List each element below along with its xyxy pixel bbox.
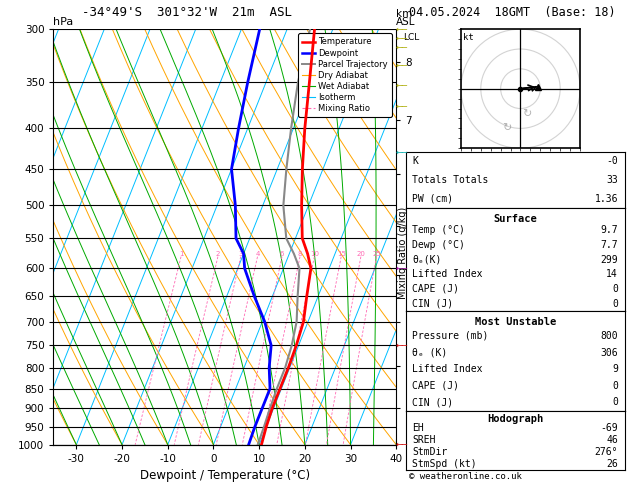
Text: Hodograph: Hodograph	[487, 414, 543, 424]
X-axis label: Dewpoint / Temperature (°C): Dewpoint / Temperature (°C)	[140, 469, 310, 482]
Text: 8: 8	[298, 251, 303, 257]
Text: 276°: 276°	[594, 447, 618, 457]
Text: θₑ (K): θₑ (K)	[412, 347, 447, 358]
Text: LCL: LCL	[403, 34, 420, 42]
Text: Dewp (°C): Dewp (°C)	[412, 240, 465, 250]
Text: 25: 25	[372, 251, 381, 257]
Text: CAPE (J): CAPE (J)	[412, 284, 459, 294]
Text: StmSpd (kt): StmSpd (kt)	[412, 459, 477, 469]
Text: ←─: ←─	[395, 440, 408, 449]
Text: 1: 1	[179, 251, 183, 257]
Text: StmDir: StmDir	[412, 447, 447, 457]
Text: -69: -69	[601, 423, 618, 434]
Text: 6: 6	[280, 251, 284, 257]
Text: 2: 2	[216, 251, 220, 257]
Text: ←─: ←─	[395, 25, 408, 34]
Text: ←─: ←─	[395, 148, 408, 157]
Text: ←─: ←─	[395, 61, 408, 70]
Text: Temp (°C): Temp (°C)	[412, 225, 465, 235]
Text: 0: 0	[612, 284, 618, 294]
Text: ↻: ↻	[522, 109, 531, 120]
Text: 7.7: 7.7	[601, 240, 618, 250]
Text: PW (cm): PW (cm)	[412, 194, 454, 204]
Text: ←─: ←─	[395, 341, 408, 350]
Legend: Temperature, Dewpoint, Parcel Trajectory, Dry Adiabat, Wet Adiabat, Isotherm, Mi: Temperature, Dewpoint, Parcel Trajectory…	[298, 34, 392, 117]
Text: 04.05.2024  18GMT  (Base: 18): 04.05.2024 18GMT (Base: 18)	[409, 6, 615, 19]
Text: ASL: ASL	[396, 17, 416, 27]
Text: Lifted Index: Lifted Index	[412, 364, 483, 374]
Text: 3: 3	[238, 251, 243, 257]
Text: -0: -0	[606, 156, 618, 166]
Text: ←─: ←─	[395, 264, 408, 273]
Text: 1.36: 1.36	[594, 194, 618, 204]
Text: Pressure (mb): Pressure (mb)	[412, 331, 489, 341]
Text: -34°49'S  301°32'W  21m  ASL: -34°49'S 301°32'W 21m ASL	[82, 6, 292, 19]
Text: 9: 9	[612, 364, 618, 374]
Text: Surface: Surface	[493, 214, 537, 224]
Text: ↻: ↻	[502, 123, 511, 133]
Text: hPa: hPa	[53, 17, 74, 27]
Text: ←─: ←─	[395, 81, 408, 90]
Text: © weatheronline.co.uk: © weatheronline.co.uk	[409, 472, 521, 481]
Text: 4: 4	[255, 251, 260, 257]
Text: Mixing Ratio (g/kg): Mixing Ratio (g/kg)	[398, 207, 408, 299]
Text: 0: 0	[612, 381, 618, 391]
Text: ←─: ←─	[395, 102, 408, 111]
Text: ←─: ←─	[395, 34, 408, 42]
Text: 0: 0	[612, 398, 618, 407]
Text: SREH: SREH	[412, 435, 436, 445]
Text: K: K	[412, 156, 418, 166]
Text: kt: kt	[463, 33, 474, 42]
Text: 26: 26	[606, 459, 618, 469]
Text: CIN (J): CIN (J)	[412, 299, 454, 309]
Text: ←─: ←─	[395, 42, 408, 52]
Text: 10: 10	[310, 251, 319, 257]
Text: 800: 800	[601, 331, 618, 341]
Text: 299: 299	[601, 255, 618, 264]
Text: 14: 14	[606, 269, 618, 279]
Text: Totals Totals: Totals Totals	[412, 175, 489, 185]
Text: 20: 20	[357, 251, 365, 257]
Text: 15: 15	[337, 251, 345, 257]
Text: km: km	[396, 9, 413, 19]
Text: 306: 306	[601, 347, 618, 358]
Text: θₑ(K): θₑ(K)	[412, 255, 442, 264]
Text: EH: EH	[412, 423, 424, 434]
Text: CIN (J): CIN (J)	[412, 398, 454, 407]
Text: Lifted Index: Lifted Index	[412, 269, 483, 279]
Text: 9.7: 9.7	[601, 225, 618, 235]
Text: CAPE (J): CAPE (J)	[412, 381, 459, 391]
Text: 0: 0	[612, 299, 618, 309]
Text: 46: 46	[606, 435, 618, 445]
Text: Most Unstable: Most Unstable	[474, 317, 556, 327]
Text: 33: 33	[606, 175, 618, 185]
